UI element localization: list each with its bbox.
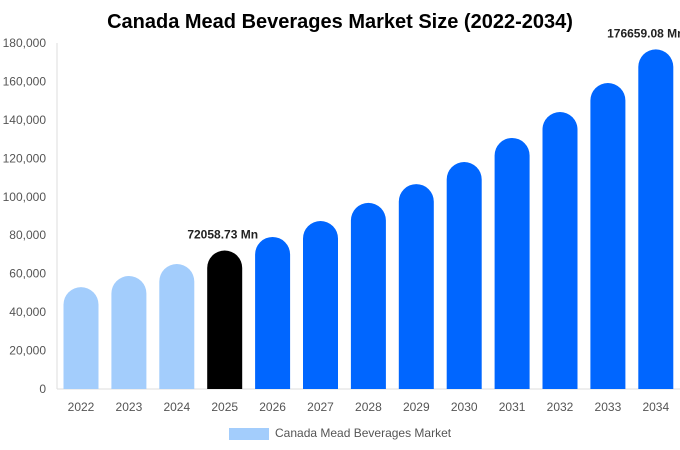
- bar-2028: [350, 202, 386, 389]
- x-tick-label: 2023: [116, 400, 143, 414]
- bar-2027: [303, 220, 338, 389]
- bar-2030: [446, 161, 482, 389]
- legend-swatch: [229, 428, 269, 440]
- bar-2024: [159, 264, 195, 389]
- bar-2022: [63, 287, 99, 389]
- legend[interactable]: Canada Mead Beverages Market: [229, 426, 452, 440]
- x-tick-label: 2022: [68, 400, 95, 414]
- y-tick-label: 80,000: [9, 228, 46, 242]
- y-tick-label: 0: [39, 382, 46, 396]
- bar-2031: [494, 137, 530, 389]
- bar-2029: [398, 184, 434, 389]
- bar-2034: [638, 49, 674, 389]
- bar-2026: [255, 236, 291, 389]
- x-axis: 2022 2023 2024 2025 2026 2027 2028 2029 2030 2031…: [57, 388, 680, 414]
- bars: [63, 49, 674, 389]
- y-tick-label: 100,000: [3, 190, 47, 204]
- bar-2033: [590, 82, 626, 389]
- x-tick-label: 2024: [163, 400, 190, 414]
- x-tick-label: 2031: [499, 400, 526, 414]
- x-tick-label: 2034: [642, 400, 669, 414]
- x-tick-label: 2033: [595, 400, 622, 414]
- chart-title: Canada Mead Beverages Market Size (2022-…: [107, 11, 573, 33]
- x-tick-label: 2029: [403, 400, 430, 414]
- y-tick-label: 20,000: [9, 344, 46, 358]
- x-tick-label: 2030: [451, 400, 478, 414]
- bar-2025: [207, 250, 243, 389]
- x-tick-label: 2028: [355, 400, 382, 414]
- data-label-2034: 176659.08 Mn: [607, 26, 680, 40]
- bar-2032: [542, 112, 578, 389]
- y-tick-label: 40,000: [9, 305, 46, 319]
- y-tick-label: 120,000: [3, 151, 47, 165]
- x-tick-label: 2025: [211, 400, 238, 414]
- x-tick-label: 2026: [259, 400, 286, 414]
- data-label-2025: 72058.73 Mn: [187, 227, 258, 241]
- y-tick-label: 180,000: [3, 36, 47, 50]
- y-tick-label: 140,000: [3, 113, 47, 127]
- y-axis: 0 20,000 40,000 60,000 80,000 100,000 120,000 1…: [3, 36, 58, 396]
- data-labels: 72058.73 Mn 176659.08 Mn: [187, 26, 680, 241]
- bar-2023: [111, 275, 147, 389]
- y-tick-label: 160,000: [3, 74, 47, 88]
- legend-label: Canada Mead Beverages Market: [275, 426, 452, 440]
- y-tick-label: 60,000: [9, 267, 46, 281]
- x-tick-label: 2032: [547, 400, 574, 414]
- x-tick-label: 2027: [307, 400, 334, 414]
